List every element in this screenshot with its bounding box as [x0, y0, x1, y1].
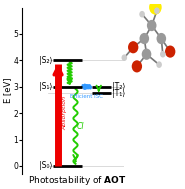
Text: |S₂⟩: |S₂⟩	[39, 56, 52, 65]
Circle shape	[160, 51, 166, 57]
Circle shape	[154, 7, 160, 14]
Circle shape	[128, 41, 138, 53]
Text: |S₁⟩: |S₁⟩	[39, 82, 52, 91]
Circle shape	[122, 54, 127, 61]
Text: Photostability of $\mathbf{AOT}$: Photostability of $\mathbf{AOT}$	[28, 174, 127, 187]
Circle shape	[139, 33, 149, 44]
Circle shape	[139, 11, 145, 18]
Circle shape	[132, 60, 142, 72]
Circle shape	[156, 61, 162, 68]
Text: |T₂⟩: |T₂⟩	[112, 82, 126, 91]
Text: |S₀⟩: |S₀⟩	[39, 161, 52, 170]
Circle shape	[157, 33, 166, 44]
Text: CI: CI	[76, 122, 84, 131]
Y-axis label: E [eV]: E [eV]	[3, 78, 12, 103]
Circle shape	[142, 49, 151, 60]
Text: Absorption: Absorption	[62, 96, 67, 130]
Circle shape	[147, 20, 157, 31]
Text: Efficient ISC: Efficient ISC	[70, 94, 103, 99]
Circle shape	[149, 0, 162, 15]
Text: |T₁⟩: |T₁⟩	[112, 89, 126, 98]
Circle shape	[165, 46, 175, 58]
